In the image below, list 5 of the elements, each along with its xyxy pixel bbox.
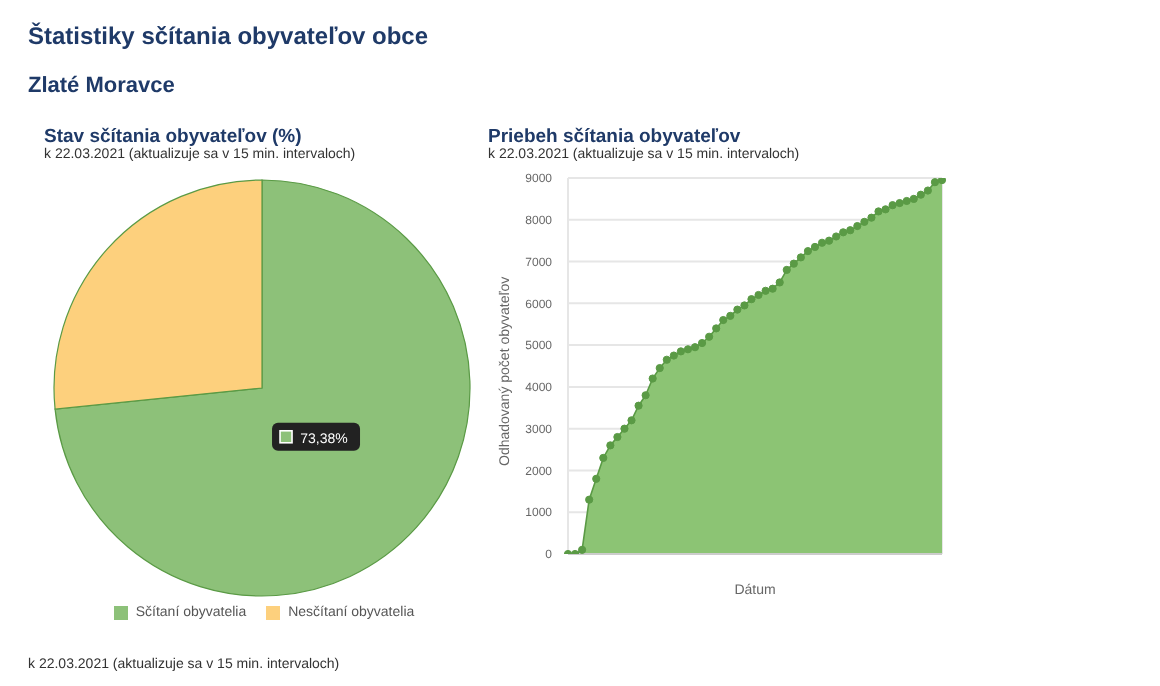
- text: Štatistiky sčítania obyvateľov obce: [28, 22, 429, 50]
- chart-title: Stav sčítania obyvateľov (%): [44, 126, 302, 148]
- pie-slice: [54, 179, 471, 597]
- chart-title: Priebeh sčítania obyvateľov: [488, 126, 741, 148]
- text: Zlaté Moravce: [28, 74, 175, 98]
